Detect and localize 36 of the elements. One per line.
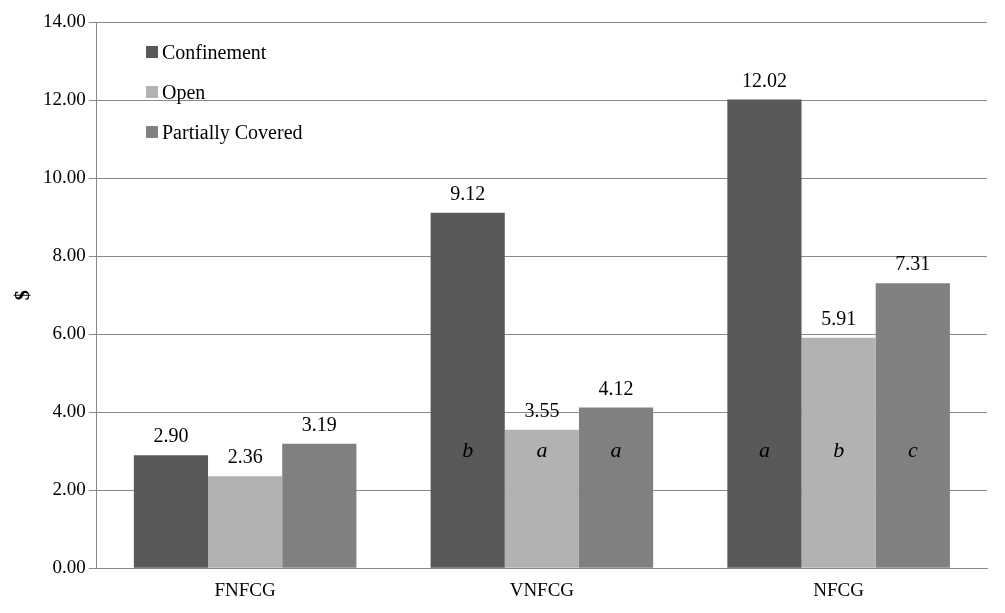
bar (801, 337, 876, 568)
annotation: a (536, 436, 548, 462)
bar (133, 455, 209, 568)
annotation: c (907, 436, 918, 462)
x-tick-label: FNFCG (214, 578, 277, 600)
y-axis-title: $ (11, 290, 34, 301)
data-label: 5.91 (821, 307, 857, 330)
annotation: a (610, 436, 622, 462)
y-tick-label: 14.00 (43, 10, 86, 32)
data-label: 7.31 (895, 252, 931, 275)
data-label: 9.12 (450, 181, 486, 204)
annotation: b (462, 436, 474, 462)
data-label: 12.02 (741, 68, 787, 91)
data-label: 3.55 (524, 399, 560, 422)
data-label: 3.19 (301, 413, 337, 436)
data-label: 2.90 (153, 424, 189, 447)
y-tick-label: 0.00 (52, 556, 86, 578)
annotation: a (758, 436, 770, 462)
legend-label: Open (162, 80, 206, 106)
annotation: b (833, 436, 845, 462)
x-tick-label: NFCG (813, 578, 865, 600)
x-tick-label: VNFCG (509, 578, 575, 600)
legend-label: Partially Covered (162, 120, 303, 146)
bar (208, 476, 283, 568)
bar (430, 212, 505, 568)
y-tick-label: 2.00 (52, 478, 86, 500)
bar (504, 429, 579, 568)
bar (727, 99, 802, 568)
legend-label: Confinement (162, 40, 267, 65)
y-tick-label: 12.00 (43, 88, 86, 110)
data-label: 2.36 (227, 445, 263, 468)
y-tick-label: 4.00 (52, 400, 86, 422)
y-tick-label: 10.00 (43, 166, 86, 188)
data-label: 4.12 (598, 376, 634, 399)
y-tick-label: 8.00 (52, 244, 86, 266)
y-tick-label: 6.00 (52, 322, 86, 344)
